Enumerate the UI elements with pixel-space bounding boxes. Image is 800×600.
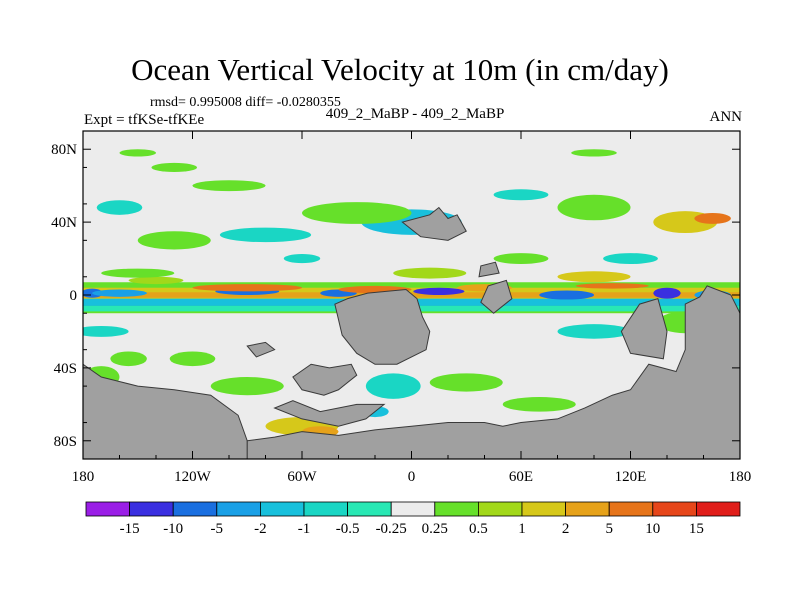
- colorbar-label: -0.5: [336, 521, 360, 537]
- colorbar-swatch: [434, 501, 479, 517]
- y-tick-label: 80N: [51, 142, 77, 158]
- field-patch: [575, 283, 649, 289]
- land-south-america: [334, 289, 431, 365]
- field-patch: [429, 373, 503, 392]
- field-patch: [283, 253, 321, 264]
- colorbar-label: -10: [163, 521, 183, 537]
- field-patch: [151, 162, 198, 172]
- field-patch: [92, 289, 147, 297]
- colorbar-label: -1: [298, 521, 311, 537]
- colorbar-swatch: [85, 501, 130, 517]
- colorbar-swatch: [216, 501, 261, 517]
- x-tick-label: 120W: [174, 469, 212, 485]
- land-west-antarctic: [83, 363, 248, 459]
- field-patch: [571, 149, 617, 157]
- land-europe: [401, 206, 467, 241]
- experiment-label: Expt = tfKSe-tfKEe: [84, 112, 205, 128]
- field-patch: [413, 287, 465, 295]
- field-patch: [137, 231, 211, 250]
- colorbar-swatch: [129, 501, 174, 517]
- field-patch: [694, 213, 731, 224]
- colorbar-swatch: [259, 501, 305, 517]
- field-patch: [192, 284, 302, 292]
- field-patch: [128, 276, 184, 285]
- field-patch: [96, 200, 143, 215]
- y-tick-label: 40S: [54, 361, 77, 377]
- colorbar-label: 1: [518, 521, 526, 537]
- colorbar-swatch: [347, 501, 392, 517]
- field-patch: [653, 287, 681, 299]
- colorbar-label: -0.25: [376, 521, 407, 537]
- colorbar-swatch: [696, 501, 741, 517]
- y-tick-label: 0: [70, 288, 78, 304]
- colorbar-label: 2: [562, 521, 570, 537]
- y-tick-label: 80S: [54, 434, 77, 450]
- land-antarctic-peninsula: [273, 400, 386, 427]
- field-patch: [83, 325, 129, 337]
- land-antarctica-australia: [246, 285, 740, 459]
- field-patch: [101, 268, 175, 278]
- field-patch: [302, 202, 412, 224]
- colorbar-swatch: [565, 501, 610, 517]
- x-tick-label: 180: [729, 469, 752, 485]
- field-patch: [493, 253, 549, 265]
- field-patch: [119, 149, 156, 157]
- land-australia-interior: [620, 298, 668, 360]
- colorbar-label: 10: [645, 521, 660, 537]
- field-patch: [557, 324, 631, 339]
- colorbar-label: 15: [689, 521, 704, 537]
- stats-label: rmsd= 0.995008 diff= -0.0280355: [150, 95, 341, 110]
- field-patch: [169, 351, 216, 367]
- x-tick-label: 60E: [509, 469, 533, 485]
- field-patch: [557, 271, 631, 283]
- colorbar-label: -15: [120, 521, 140, 537]
- x-tick-label: 180: [72, 469, 95, 485]
- land-island: [246, 341, 276, 358]
- field-patch: [192, 180, 266, 192]
- colorbar-swatch: [521, 501, 566, 517]
- land-africa-horn: [480, 279, 513, 314]
- colorbar-swatch: [303, 501, 348, 517]
- colorbar-swatch: [652, 501, 697, 517]
- field-patch: [210, 377, 284, 396]
- colorbar-swatch: [390, 501, 436, 517]
- season-label: ANN: [709, 109, 743, 125]
- colorbar-swatch: [477, 501, 523, 517]
- colorbar-swatch: [172, 501, 218, 517]
- x-tick-label: 60W: [287, 469, 317, 485]
- field-patch: [502, 397, 576, 412]
- colorbar-swatch: [608, 501, 654, 517]
- colorbar-label: 5: [605, 521, 613, 537]
- field-patch: [493, 189, 549, 201]
- field-patch: [393, 267, 467, 279]
- field-patch: [603, 253, 658, 265]
- field-patch: [219, 227, 312, 243]
- land-south-tip: [292, 363, 358, 396]
- x-tick-label: 120E: [615, 469, 647, 485]
- colorbar-label: -5: [211, 521, 224, 537]
- field-patch: [539, 290, 594, 300]
- case-label: 409_2_MaBP - 409_2_MaBP: [325, 106, 505, 122]
- colorbar-label: -2: [254, 521, 267, 537]
- field-patch: [557, 194, 631, 221]
- field-patch: [365, 373, 421, 399]
- field-patch: [110, 351, 147, 367]
- field-patch: [338, 180, 412, 192]
- chart-title: Ocean Vertical Velocity at 10m (in cm/da…: [131, 52, 669, 87]
- x-tick-label: 0: [408, 469, 416, 485]
- colorbar-label: 0.5: [469, 521, 488, 537]
- y-tick-label: 40N: [51, 215, 77, 231]
- land-arabia: [478, 261, 500, 278]
- colorbar-label: 0.25: [422, 521, 448, 537]
